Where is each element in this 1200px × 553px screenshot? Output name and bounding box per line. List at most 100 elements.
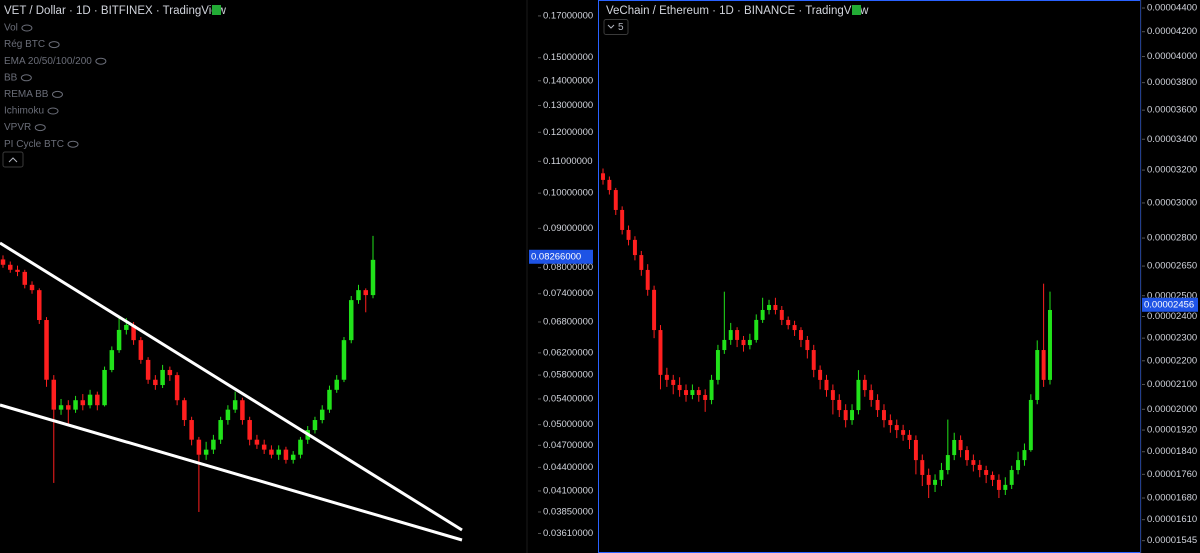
trend-line <box>0 241 463 532</box>
candle-body <box>811 350 816 370</box>
visibility-icon[interactable] <box>34 124 46 132</box>
visibility-icon[interactable] <box>48 41 60 49</box>
candle-body <box>684 390 688 395</box>
visibility-icon[interactable] <box>67 140 79 148</box>
candle-body <box>798 330 803 340</box>
candle-body <box>805 339 810 351</box>
y-tick-label: 0.00002400 <box>1147 311 1197 322</box>
y-tick-label: 0.00003600 <box>1147 105 1197 116</box>
candle-body <box>356 290 361 301</box>
y-tick-label: 0.00001680 <box>1147 493 1197 504</box>
candle-body <box>102 369 107 406</box>
candle-body <box>334 379 339 390</box>
candle-body <box>696 390 701 395</box>
visibility-icon[interactable] <box>95 57 107 65</box>
y-tick-label: 0.00001610 <box>1147 514 1197 525</box>
candle-body <box>182 400 187 421</box>
candle-body <box>247 420 252 440</box>
indicators-toggle[interactable] <box>603 19 629 35</box>
candle-body <box>856 379 861 411</box>
chevron-icon <box>8 157 18 163</box>
candle-body <box>824 379 829 391</box>
candle-body <box>926 474 931 485</box>
y-tick-label: 0.00003000 <box>1147 197 1197 208</box>
candle-body <box>0 259 6 265</box>
candle-body <box>312 420 318 431</box>
candle-body <box>767 304 772 310</box>
candle-body <box>779 309 784 320</box>
candle-body <box>261 444 267 450</box>
candle-body <box>773 304 778 310</box>
candle-body <box>645 269 650 290</box>
candle-body <box>1035 350 1040 400</box>
candle-body <box>869 390 874 400</box>
candle-body <box>290 454 296 460</box>
candle-body <box>620 209 625 230</box>
candle-body <box>160 369 165 386</box>
candle-body <box>1016 460 1021 471</box>
candle-body <box>1028 399 1033 451</box>
candle-body <box>37 290 42 321</box>
indicator-label: REMA BB <box>4 89 49 100</box>
y-tick-label: 0.00001920 <box>1147 425 1197 436</box>
candle-body <box>894 425 899 431</box>
candle-body <box>933 479 938 485</box>
y-tick-label: 0.03850000 <box>543 506 593 517</box>
chevron-icon <box>607 24 615 29</box>
visibility-icon[interactable] <box>47 107 59 115</box>
y-tick-label: 0.12000000 <box>543 127 593 138</box>
y-tick-label: 0.07400000 <box>543 288 593 299</box>
collapse-button[interactable] <box>2 151 24 168</box>
candle-body <box>760 309 765 320</box>
candle-body <box>29 284 35 291</box>
candle-body <box>254 439 260 445</box>
candle-body <box>881 410 886 421</box>
candle-body <box>276 449 281 455</box>
y-tick-label: 0.00002000 <box>1147 404 1197 415</box>
candle-body <box>189 420 194 440</box>
candle-body <box>613 190 618 210</box>
candle-body <box>66 405 71 410</box>
y-tick-label: 0.00004400 <box>1147 3 1197 14</box>
candle-body <box>95 394 100 406</box>
y-tick-label: 0.15000000 <box>543 52 593 63</box>
candle-body <box>690 390 695 395</box>
indicator-label: Rég BTC <box>4 39 45 50</box>
candle-body <box>952 439 957 456</box>
y-tick-label: 0.17000000 <box>543 10 593 21</box>
candle-body <box>44 320 49 380</box>
y-tick-label: 0.08000000 <box>543 262 593 273</box>
candle-body <box>945 455 950 471</box>
y-tick-label: 0.05400000 <box>543 393 593 404</box>
candle-body <box>741 339 746 346</box>
candle-body <box>984 470 989 475</box>
y-tick-label: 0.03610000 <box>543 528 593 539</box>
candle-body <box>131 324 136 341</box>
flag-icon <box>852 5 861 15</box>
candle-body <box>715 350 720 380</box>
candle-body <box>225 409 231 421</box>
candle-body <box>626 229 631 240</box>
candle-body <box>920 460 925 475</box>
y-tick-label: 0.00002300 <box>1147 333 1197 344</box>
visibility-icon[interactable] <box>20 74 32 82</box>
y-tick-label: 0.04700000 <box>543 440 593 451</box>
candle-body <box>639 255 644 270</box>
y-tick-label: 0.00004000 <box>1147 51 1197 62</box>
candle-body <box>875 399 880 411</box>
candle-body <box>87 394 93 406</box>
last-price-tag <box>529 249 593 264</box>
y-tick-label: 0.00002200 <box>1147 355 1197 366</box>
y-tick-label: 0.06800000 <box>543 316 593 327</box>
candle-body <box>977 464 982 471</box>
hidden-count: 5 <box>618 22 624 33</box>
visibility-icon[interactable] <box>51 90 63 98</box>
candle-body <box>786 319 791 326</box>
candle-body <box>153 379 158 386</box>
candles <box>0 168 1052 512</box>
candle-body <box>709 379 714 400</box>
candle-body <box>862 379 867 391</box>
visibility-icon[interactable] <box>21 24 33 32</box>
